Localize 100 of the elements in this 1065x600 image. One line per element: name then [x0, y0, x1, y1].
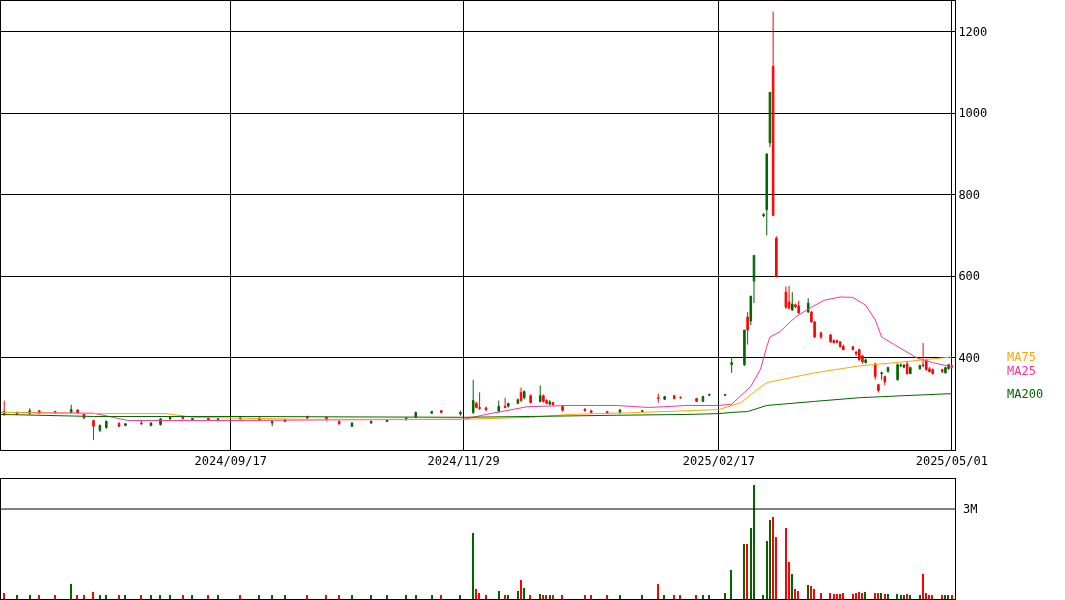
- bar: [529, 595, 531, 599]
- bar: [951, 595, 953, 599]
- bar: [753, 485, 755, 599]
- candlestick: [672, 394, 676, 400]
- bar: [657, 584, 659, 599]
- candlestick: [440, 409, 443, 414]
- candlestick: [105, 420, 108, 430]
- bar: [159, 595, 161, 599]
- candlestick: [140, 419, 143, 426]
- bar: [475, 589, 477, 599]
- bar: [124, 595, 126, 599]
- bar: [931, 595, 933, 599]
- candlestick: [765, 153, 769, 236]
- bar: [338, 595, 340, 599]
- bar: [839, 594, 841, 599]
- bar: [874, 593, 876, 599]
- candlestick: [522, 389, 526, 400]
- bar: [370, 595, 372, 599]
- bar: [207, 595, 209, 599]
- bar: [517, 591, 519, 599]
- candlestick: [538, 384, 542, 404]
- bar: [708, 595, 710, 599]
- candlestick: [918, 364, 922, 371]
- bar: [619, 595, 621, 599]
- x-tick-label: 2025/05/01: [915, 453, 988, 468]
- bar: [829, 593, 831, 599]
- bar: [440, 595, 442, 599]
- bar: [858, 592, 860, 599]
- candlestick: [503, 397, 507, 409]
- bar: [258, 595, 260, 599]
- candlestick: [529, 393, 532, 404]
- candlestick: [641, 409, 644, 413]
- bar: [679, 595, 681, 599]
- x-tick-label: 2025/02/17: [682, 453, 756, 468]
- candlestick: [92, 419, 95, 441]
- candlestick: [516, 398, 520, 405]
- candlestick: [545, 398, 548, 405]
- bar: [813, 589, 815, 599]
- bar: [842, 593, 844, 599]
- candlestick: [548, 399, 552, 405]
- candlestick: [507, 402, 510, 408]
- bar: [105, 595, 107, 599]
- candlestick: [730, 356, 733, 374]
- y-tick-label: 800: [958, 187, 981, 202]
- bar: [485, 595, 487, 599]
- candlestick: [583, 407, 587, 413]
- bar: [76, 595, 78, 599]
- bar: [673, 595, 675, 599]
- bar: [797, 591, 799, 599]
- text: MA75: [1007, 350, 1036, 364]
- candlestick: [746, 311, 749, 346]
- candlestick: [829, 333, 832, 344]
- bar: [833, 594, 835, 599]
- bar: [415, 595, 417, 599]
- candlestick: [883, 375, 887, 386]
- candlestick: [771, 11, 775, 216]
- candlestick: [909, 366, 912, 375]
- candlestick: [842, 344, 845, 351]
- candlestick: [589, 409, 593, 414]
- candlestick: [708, 393, 711, 397]
- candlestick: [858, 348, 861, 362]
- bar: [191, 595, 193, 599]
- bar: [284, 595, 286, 599]
- bar: [900, 595, 902, 599]
- bar: [351, 595, 353, 599]
- candlestick: [838, 340, 842, 349]
- bar: [83, 595, 85, 599]
- candlestick: [791, 291, 794, 312]
- bar: [70, 584, 72, 599]
- candlestick: [69, 404, 73, 415]
- bar: [695, 595, 697, 599]
- bar: [663, 595, 665, 599]
- candlestick: [873, 362, 877, 381]
- bar: [545, 595, 547, 599]
- bar: [922, 574, 924, 599]
- bar: [169, 595, 171, 599]
- bar: [836, 594, 838, 599]
- bar: [590, 595, 592, 599]
- candlestick: [542, 393, 545, 404]
- ref-line-label: 3M: [963, 502, 978, 516]
- candlestick: [656, 393, 660, 404]
- bar: [724, 593, 726, 599]
- bar: [472, 533, 474, 599]
- candlestick: [896, 362, 899, 382]
- candlestick: [775, 235, 778, 278]
- bar: [325, 595, 327, 599]
- candlestick: [561, 404, 564, 413]
- bar: [99, 595, 101, 599]
- candlestick: [877, 383, 880, 393]
- y-tick-label: 600: [958, 269, 981, 284]
- bar: [919, 595, 921, 599]
- y-tick-label: 1200: [958, 24, 988, 39]
- bar: [118, 595, 120, 599]
- bar: [762, 595, 764, 599]
- candlestick: [921, 342, 925, 369]
- candlestick: [723, 393, 727, 397]
- candlestick: [864, 358, 867, 364]
- candlestick: [663, 395, 666, 401]
- bar: [606, 595, 608, 599]
- bar: [3, 593, 5, 599]
